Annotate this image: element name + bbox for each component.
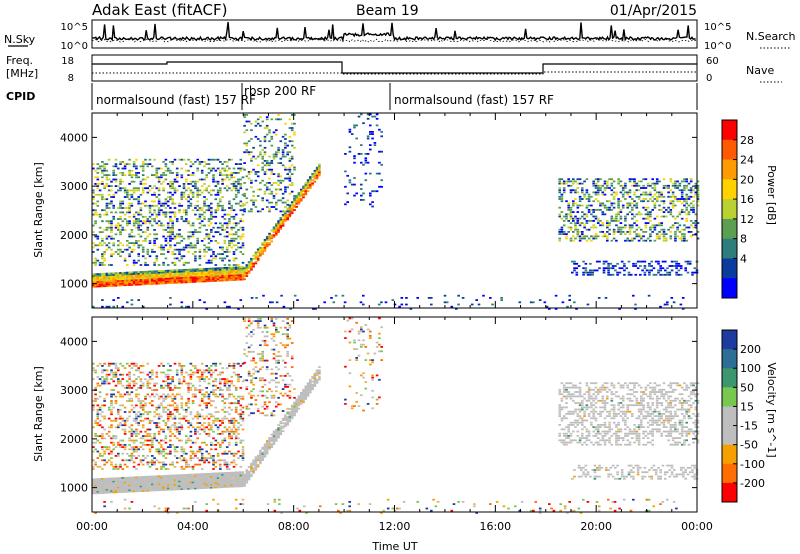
y-tick-label: 1000 xyxy=(60,482,88,495)
date-label: 01/Apr/2015 xyxy=(610,3,697,19)
colorbar-tick-label: 200 xyxy=(740,343,761,356)
colorbar-swatch xyxy=(722,368,737,388)
nave-label: Nave xyxy=(746,64,774,77)
y-tick-label: 4000 xyxy=(60,131,88,144)
colorbar-tick-label: -50 xyxy=(740,439,758,452)
power-scatter xyxy=(92,113,700,310)
freq-trace xyxy=(92,61,697,74)
x-tick-label: 08:00 xyxy=(278,520,310,533)
freq-strip: Freq. [MHz] 18 8 60 0 Nave xyxy=(6,54,782,84)
x-tick-label: 20:00 xyxy=(580,520,612,533)
x-tick-label: 12:00 xyxy=(379,520,411,533)
x-tick-label: 00:00 xyxy=(681,520,713,533)
colorbar-tick-label: -200 xyxy=(740,477,765,490)
cpid-segment-3: normalsound (fast) 157 RF xyxy=(394,93,554,107)
colorbar-swatch xyxy=(722,159,737,180)
colorbar-tick-label: -100 xyxy=(740,458,765,471)
time-x-axis: 00:00 04:00 08:00 12:00 16:00 20:00 00:00 xyxy=(76,520,713,533)
colorbar-swatch xyxy=(722,238,737,259)
colorbar-swatch xyxy=(722,330,737,350)
colorbar-swatch xyxy=(722,278,737,299)
x-tick-label: 04:00 xyxy=(177,520,209,533)
beam-label: Beam 19 xyxy=(356,3,419,19)
nsky-label: N.Sky xyxy=(4,33,36,46)
station-title: Adak East (fitACF) xyxy=(92,1,227,19)
colorbar-swatch xyxy=(722,482,737,503)
velocity-y-label: Slant Range [km] xyxy=(32,366,45,462)
nsky-trace xyxy=(91,21,698,43)
colorbar-tick-label: 50 xyxy=(740,381,754,394)
colorbar-tick-label: 24 xyxy=(740,154,754,167)
colorbar-tick-label: 20 xyxy=(740,173,754,186)
velocity-colorbar-label: Velocity [m s^-1] xyxy=(765,362,778,457)
nsky-strip: N.Sky 10^5 10^0 10^5 10^0 N.Search xyxy=(4,19,796,52)
colorbar-swatch xyxy=(722,463,737,484)
colorbar-swatch xyxy=(722,139,737,161)
freq-tick-low: 8 xyxy=(68,73,74,84)
cpid-label: CPID xyxy=(6,90,35,103)
colorbar-tick-label: 8 xyxy=(740,233,747,246)
velocity-scatter xyxy=(92,317,700,514)
nsearch-tick-low: 10^0 xyxy=(704,41,731,52)
nave-tick-high: 60 xyxy=(706,56,719,67)
colorbar-tick-label: 16 xyxy=(740,193,754,206)
colorbar-swatch xyxy=(722,199,737,220)
x-tick-label: 16:00 xyxy=(479,520,511,533)
nsky-tick-high: 10^5 xyxy=(61,22,88,33)
nsearch-tick-high: 10^5 xyxy=(704,22,731,33)
colorbar-swatch xyxy=(722,406,737,427)
colorbar-swatch xyxy=(722,425,737,446)
colorbar-tick-label: -15 xyxy=(740,420,758,433)
nsky-line xyxy=(92,21,696,43)
nsky-tick-low: 10^0 xyxy=(61,41,88,52)
freq-label-line1: Freq. xyxy=(6,54,33,67)
power-y-label: Slant Range [km] xyxy=(32,162,45,258)
colorbar-swatch xyxy=(722,179,737,200)
cpid-segment-1: normalsound (fast) 157 RF xyxy=(96,93,256,107)
y-tick-label: 2000 xyxy=(60,433,88,446)
freq-tick-high: 18 xyxy=(61,56,74,67)
nsearch-label: N.Search xyxy=(746,30,796,43)
colorbar-tick-label: 15 xyxy=(740,400,754,413)
colorbar-swatch xyxy=(722,444,737,465)
power-colorbar-label: Power [dB] xyxy=(765,165,778,225)
cpid-strip: CPID normalsound (fast) 157 RF rbsp 200 … xyxy=(6,83,698,110)
y-tick-label: 4000 xyxy=(60,335,88,348)
power-colorbar: 28 24 20 16 12 8 4 xyxy=(721,119,754,299)
colorbar-tick-label: 12 xyxy=(740,213,754,226)
nave-trace xyxy=(92,71,697,75)
colorbar-tick-label: 100 xyxy=(740,362,761,375)
colorbar-swatch xyxy=(722,387,737,407)
colorbar-swatch xyxy=(722,120,737,141)
x-axis-label: Time UT xyxy=(371,540,417,553)
velocity-y-axis: 1000 2000 3000 4000 xyxy=(60,317,698,512)
velocity-colorbar: 200 100 50 15 -15 -50 -100 -200 xyxy=(721,329,765,503)
velocity-panel: 1000 2000 3000 4000 00:00 04:00 08:00 12:00 16:… xyxy=(32,316,713,553)
y-tick-label: 3000 xyxy=(60,180,88,193)
colorbar-swatch xyxy=(722,349,737,369)
y-tick-label: 2000 xyxy=(60,229,88,242)
nsearch-line xyxy=(91,38,698,43)
colorbar-swatch xyxy=(722,258,737,279)
nave-tick-low: 0 xyxy=(706,73,712,84)
y-tick-label: 1000 xyxy=(60,278,88,291)
y-tick-label: 3000 xyxy=(60,384,88,397)
power-y-axis: 1000 2000 3000 4000 xyxy=(60,113,698,308)
power-panel: 1000 2000 3000 4000 Slant Range [km] xyxy=(32,112,700,310)
freq-label-line2: [MHz] xyxy=(6,67,38,80)
colorbar-tick-label: 28 xyxy=(740,134,754,147)
cpid-segment-2: rbsp 200 RF xyxy=(244,84,316,98)
colorbar-swatch xyxy=(722,218,737,240)
colorbar-tick-label: 4 xyxy=(740,252,747,265)
x-tick-label: 00:00 xyxy=(76,520,108,533)
